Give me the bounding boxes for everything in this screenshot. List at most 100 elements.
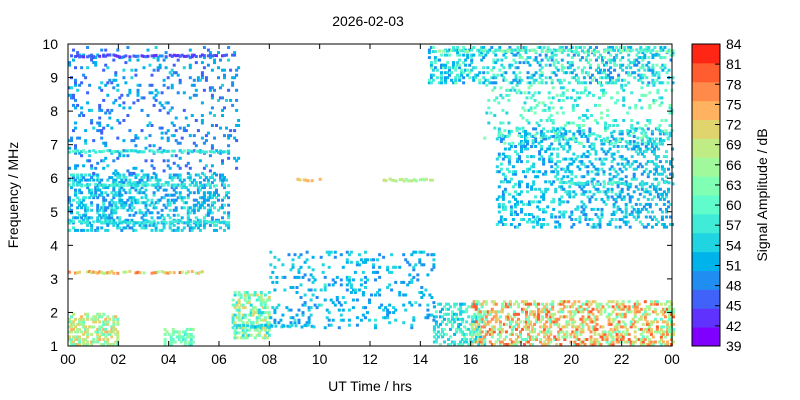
echo-point [532, 165, 536, 169]
echo-point [221, 83, 224, 87]
echo-point [112, 193, 116, 197]
echo-point [576, 46, 580, 49]
echo-point [645, 322, 649, 326]
echo-point [213, 58, 216, 62]
echo-point [361, 313, 365, 317]
echo-point [357, 253, 361, 257]
echo-point [148, 134, 152, 138]
echo-point [649, 343, 653, 346]
echo-point [478, 78, 482, 82]
echo-point [122, 149, 126, 153]
echo-point [458, 63, 462, 67]
echo-point [204, 134, 208, 138]
echo-point [116, 150, 120, 153]
echo-point [467, 305, 471, 309]
echo-point [609, 322, 613, 326]
echo-point [615, 63, 619, 67]
echo-point [587, 310, 591, 314]
echo-point [600, 88, 603, 92]
echo-point [498, 46, 502, 49]
echo-point [208, 111, 212, 115]
echo-point [611, 317, 615, 321]
echo-point [595, 315, 599, 319]
echo-point [540, 147, 544, 151]
echo-point [514, 150, 517, 154]
echo-point [80, 106, 84, 110]
echo-point [74, 98, 77, 102]
echo-point [624, 205, 628, 209]
echo-point [515, 320, 518, 324]
echo-point [213, 191, 216, 195]
echo-point [660, 129, 664, 133]
echo-point [616, 145, 620, 148]
echo-point [432, 258, 436, 262]
echo-point [578, 132, 582, 136]
echo-point [639, 317, 643, 321]
echo-point [78, 322, 82, 326]
echo-point [80, 228, 84, 232]
echo-point [156, 188, 160, 192]
echo-point [517, 322, 520, 326]
echo-point [112, 78, 116, 82]
echo-point [618, 190, 622, 194]
echo-point [498, 327, 502, 331]
echo-point [68, 221, 71, 225]
echo-point [386, 286, 390, 289]
echo-point [235, 88, 239, 92]
echo-point [601, 56, 604, 60]
echo-point [556, 152, 560, 156]
echo-point [596, 190, 600, 194]
echo-point [136, 201, 140, 205]
echo-point [544, 150, 548, 154]
echo-point [533, 322, 537, 326]
echo-point [546, 223, 550, 226]
echo-point [144, 146, 148, 150]
echo-point [200, 71, 204, 75]
echo-point [100, 150, 104, 154]
echo-point [551, 121, 555, 125]
echo-point [469, 338, 473, 341]
echo-point [518, 56, 522, 60]
echo-point [628, 134, 632, 138]
echo-point [307, 321, 311, 325]
echo-point [140, 176, 144, 180]
echo-point [100, 330, 104, 334]
echo-point [130, 182, 134, 186]
echo-point [643, 68, 647, 72]
echo-point [639, 332, 643, 336]
echo-point [112, 317, 116, 321]
echo-point [170, 106, 174, 110]
echo-point [457, 325, 461, 329]
echo-point [534, 78, 538, 82]
echo-point [668, 312, 671, 316]
echo-point [480, 325, 484, 329]
echo-point [641, 66, 645, 70]
echo-point [142, 201, 146, 205]
echo-point [299, 283, 303, 287]
echo-point [183, 338, 187, 341]
echo-point [82, 213, 86, 217]
echo-point [564, 170, 568, 174]
echo-point [654, 98, 658, 102]
echo-point [76, 228, 80, 232]
echo-point [539, 325, 543, 329]
echo-point [68, 208, 71, 212]
echo-point [90, 317, 94, 321]
echo-point [116, 136, 120, 140]
echo-point [532, 127, 536, 131]
echo-point [631, 61, 635, 65]
echo-point [486, 50, 490, 54]
echo-point [76, 88, 80, 92]
echo-point [620, 197, 624, 201]
echo-point [659, 338, 663, 341]
echo-point [152, 96, 156, 100]
echo-point [200, 61, 204, 65]
echo-point [476, 315, 480, 319]
echo-point [641, 181, 645, 185]
echo-point [100, 216, 104, 220]
echo-point [573, 139, 577, 143]
echo-point [110, 81, 114, 85]
echo-point [550, 53, 554, 57]
echo-point [525, 136, 529, 140]
echo-point [166, 136, 170, 140]
